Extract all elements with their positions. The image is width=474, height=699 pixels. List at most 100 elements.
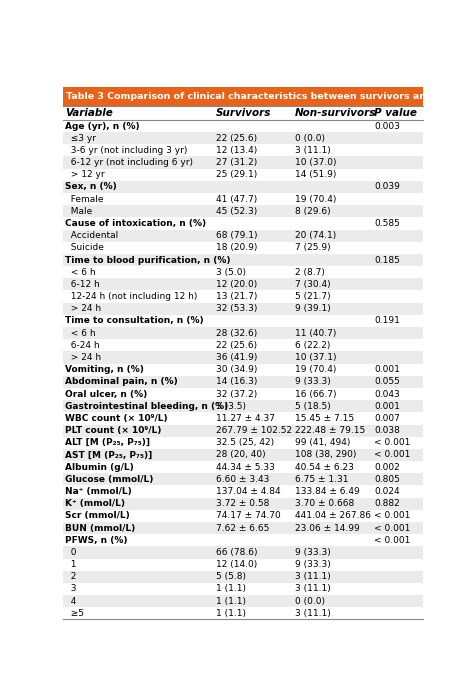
- Text: 6-12 yr (not including 6 yr): 6-12 yr (not including 6 yr): [65, 158, 193, 167]
- Text: 222.48 ± 79.15: 222.48 ± 79.15: [295, 426, 365, 435]
- Text: 10 (37.0): 10 (37.0): [295, 158, 337, 167]
- Text: WBC count (× 10⁹/L): WBC count (× 10⁹/L): [65, 414, 167, 423]
- Bar: [63, 266, 423, 278]
- Text: 66 (78.6): 66 (78.6): [216, 548, 257, 557]
- Text: Abdominal pain, n (%): Abdominal pain, n (%): [65, 377, 177, 387]
- Text: 6 (22.2): 6 (22.2): [295, 341, 330, 350]
- Bar: [63, 144, 423, 157]
- Bar: [63, 607, 423, 619]
- Text: Glucose (mmol/L): Glucose (mmol/L): [65, 475, 153, 484]
- Text: 74.17 ± 74.70: 74.17 ± 74.70: [216, 512, 281, 520]
- Bar: [63, 278, 423, 291]
- Text: Gastrointestinal bleeding, n (%): Gastrointestinal bleeding, n (%): [65, 402, 228, 411]
- Text: 14 (51.9): 14 (51.9): [295, 171, 337, 179]
- Text: 3-6 yr (not including 3 yr): 3-6 yr (not including 3 yr): [65, 146, 187, 155]
- Text: Time to blood purification, n (%): Time to blood purification, n (%): [65, 256, 230, 264]
- Text: < 0.001: < 0.001: [374, 524, 411, 533]
- Bar: [63, 363, 423, 376]
- Text: ALT [M (P₂₅, P₇₅)]: ALT [M (P₂₅, P₇₅)]: [65, 438, 150, 447]
- Bar: [63, 339, 423, 352]
- Bar: [63, 120, 423, 132]
- Text: 4: 4: [65, 597, 76, 605]
- Text: 28 (32.6): 28 (32.6): [216, 329, 257, 338]
- Text: 0.185: 0.185: [374, 256, 400, 264]
- Text: 0.882: 0.882: [374, 499, 400, 508]
- Text: 3 (11.1): 3 (11.1): [295, 584, 331, 593]
- Text: Female: Female: [65, 194, 103, 203]
- Bar: [63, 327, 423, 339]
- Bar: [63, 437, 423, 449]
- Bar: [63, 87, 423, 106]
- Bar: [63, 352, 423, 363]
- Text: < 0.001: < 0.001: [374, 512, 411, 520]
- Text: Albumin (g/L): Albumin (g/L): [65, 463, 134, 472]
- Text: 7 (25.9): 7 (25.9): [295, 243, 331, 252]
- Text: 7.62 ± 6.65: 7.62 ± 6.65: [216, 524, 269, 533]
- Text: 2 (8.7): 2 (8.7): [295, 268, 325, 277]
- Text: 0.039: 0.039: [374, 182, 400, 192]
- Text: < 0.001: < 0.001: [374, 535, 411, 545]
- Text: 3 (3.5): 3 (3.5): [216, 402, 246, 411]
- Text: 32 (37.2): 32 (37.2): [216, 389, 257, 398]
- Text: 0.001: 0.001: [374, 402, 400, 411]
- Text: Sex, n (%): Sex, n (%): [65, 182, 117, 192]
- Text: 0.043: 0.043: [374, 389, 400, 398]
- Text: 0.038: 0.038: [374, 426, 400, 435]
- Bar: [63, 193, 423, 206]
- Text: 8 (29.6): 8 (29.6): [295, 207, 331, 216]
- Text: 18 (20.9): 18 (20.9): [216, 243, 257, 252]
- Bar: [63, 485, 423, 498]
- Text: 0.002: 0.002: [374, 463, 400, 472]
- Text: 3 (11.1): 3 (11.1): [295, 146, 331, 155]
- Bar: [63, 498, 423, 510]
- Text: 1 (1.1): 1 (1.1): [216, 584, 246, 593]
- Text: 12 (13.4): 12 (13.4): [216, 146, 257, 155]
- Text: < 6 h: < 6 h: [65, 329, 95, 338]
- Bar: [63, 303, 423, 315]
- Text: 0.001: 0.001: [374, 365, 400, 374]
- Bar: [63, 412, 423, 424]
- Bar: [63, 229, 423, 242]
- Text: 22 (25.6): 22 (25.6): [216, 134, 257, 143]
- Text: ≤3 yr: ≤3 yr: [65, 134, 96, 143]
- Text: 5 (21.7): 5 (21.7): [295, 292, 331, 301]
- Text: 0.585: 0.585: [374, 219, 400, 228]
- Bar: [63, 291, 423, 303]
- Text: 11 (40.7): 11 (40.7): [295, 329, 337, 338]
- Text: > 24 h: > 24 h: [65, 353, 101, 362]
- Bar: [63, 510, 423, 522]
- Bar: [63, 473, 423, 485]
- Text: < 6 h: < 6 h: [65, 268, 95, 277]
- Text: Age (yr), n (%): Age (yr), n (%): [65, 122, 139, 131]
- Text: < 0.001: < 0.001: [374, 438, 411, 447]
- Text: 12 (14.0): 12 (14.0): [216, 560, 257, 569]
- Text: 19 (70.4): 19 (70.4): [295, 194, 337, 203]
- Text: 11.27 ± 4.37: 11.27 ± 4.37: [216, 414, 275, 423]
- Bar: [63, 449, 423, 461]
- Text: 44.34 ± 5.33: 44.34 ± 5.33: [216, 463, 275, 472]
- Text: 22 (25.6): 22 (25.6): [216, 341, 257, 350]
- Bar: [63, 388, 423, 400]
- Bar: [63, 106, 423, 120]
- Bar: [63, 157, 423, 168]
- Text: 267.79 ± 102.52: 267.79 ± 102.52: [216, 426, 292, 435]
- Bar: [63, 559, 423, 570]
- Text: 20 (74.1): 20 (74.1): [295, 231, 337, 240]
- Text: 3: 3: [65, 584, 76, 593]
- Text: Survivors: Survivors: [216, 108, 271, 118]
- Text: 9 (33.3): 9 (33.3): [295, 560, 331, 569]
- Text: 14 (16.3): 14 (16.3): [216, 377, 257, 387]
- Text: 3 (11.1): 3 (11.1): [295, 572, 331, 582]
- Bar: [63, 424, 423, 437]
- Bar: [63, 315, 423, 327]
- Text: 16 (66.7): 16 (66.7): [295, 389, 337, 398]
- Text: Vomiting, n (%): Vomiting, n (%): [65, 365, 144, 374]
- Text: 0.805: 0.805: [374, 475, 400, 484]
- Text: 3 (11.1): 3 (11.1): [295, 609, 331, 618]
- Text: 0.191: 0.191: [374, 317, 400, 326]
- Text: Non-survivors: Non-survivors: [295, 108, 376, 118]
- Text: 6-24 h: 6-24 h: [65, 341, 100, 350]
- Text: Na⁺ (mmol/L): Na⁺ (mmol/L): [65, 487, 131, 496]
- Bar: [63, 254, 423, 266]
- Bar: [63, 132, 423, 144]
